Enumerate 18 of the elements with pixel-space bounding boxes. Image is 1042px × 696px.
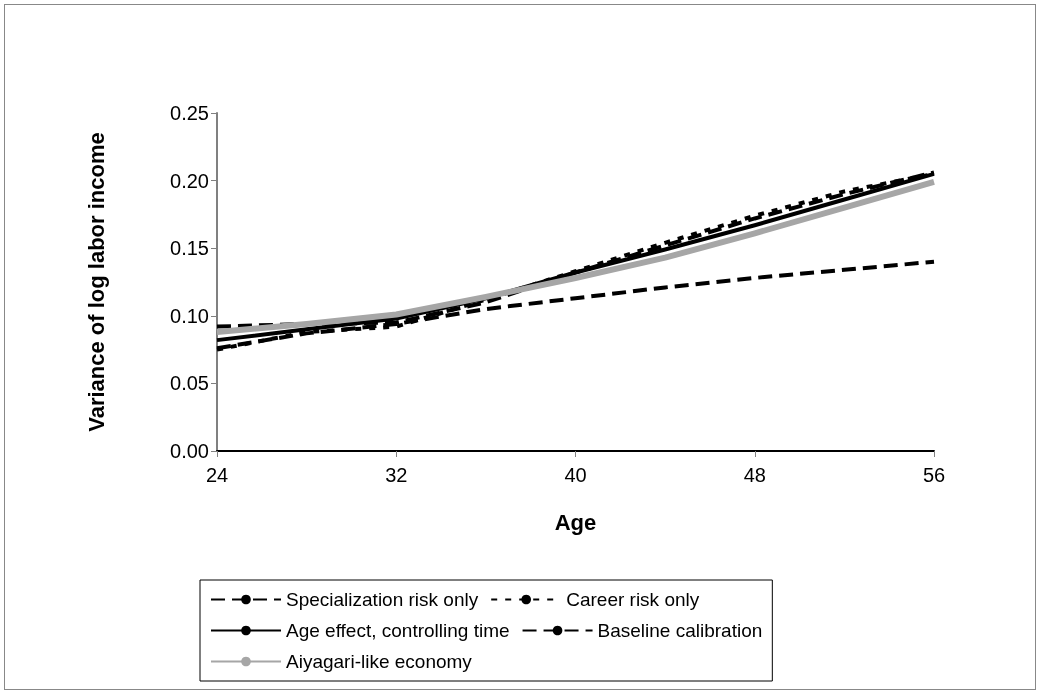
x-tick-label: 40 bbox=[564, 464, 587, 486]
x-tick-label: 32 bbox=[385, 464, 408, 486]
y-tick-label: 0.25 bbox=[170, 102, 209, 124]
x-axis-title: Age bbox=[554, 509, 597, 535]
legend-label: Specialization risk only bbox=[286, 589, 479, 610]
y-tick-label: 0.05 bbox=[170, 372, 209, 395]
y-tick-label: 0.10 bbox=[170, 304, 209, 327]
y-tick-label: 0.00 bbox=[170, 440, 209, 462]
y-axis-title: Variance of log labor income bbox=[83, 132, 109, 432]
y-tick-label: 0.20 bbox=[170, 169, 209, 192]
x-tick-label: 24 bbox=[205, 464, 229, 486]
legend-label: Baseline calibration bbox=[597, 620, 763, 641]
x-tick-label: 48 bbox=[743, 464, 766, 486]
y-tick-label: 0.15 bbox=[170, 237, 209, 260]
legend-label: Career risk only bbox=[566, 589, 700, 610]
x-tick-label: 56 bbox=[922, 464, 946, 486]
legend-label: Age effect, controlling time bbox=[286, 620, 510, 641]
legend-label: Aiyagari-like economy bbox=[286, 651, 473, 672]
